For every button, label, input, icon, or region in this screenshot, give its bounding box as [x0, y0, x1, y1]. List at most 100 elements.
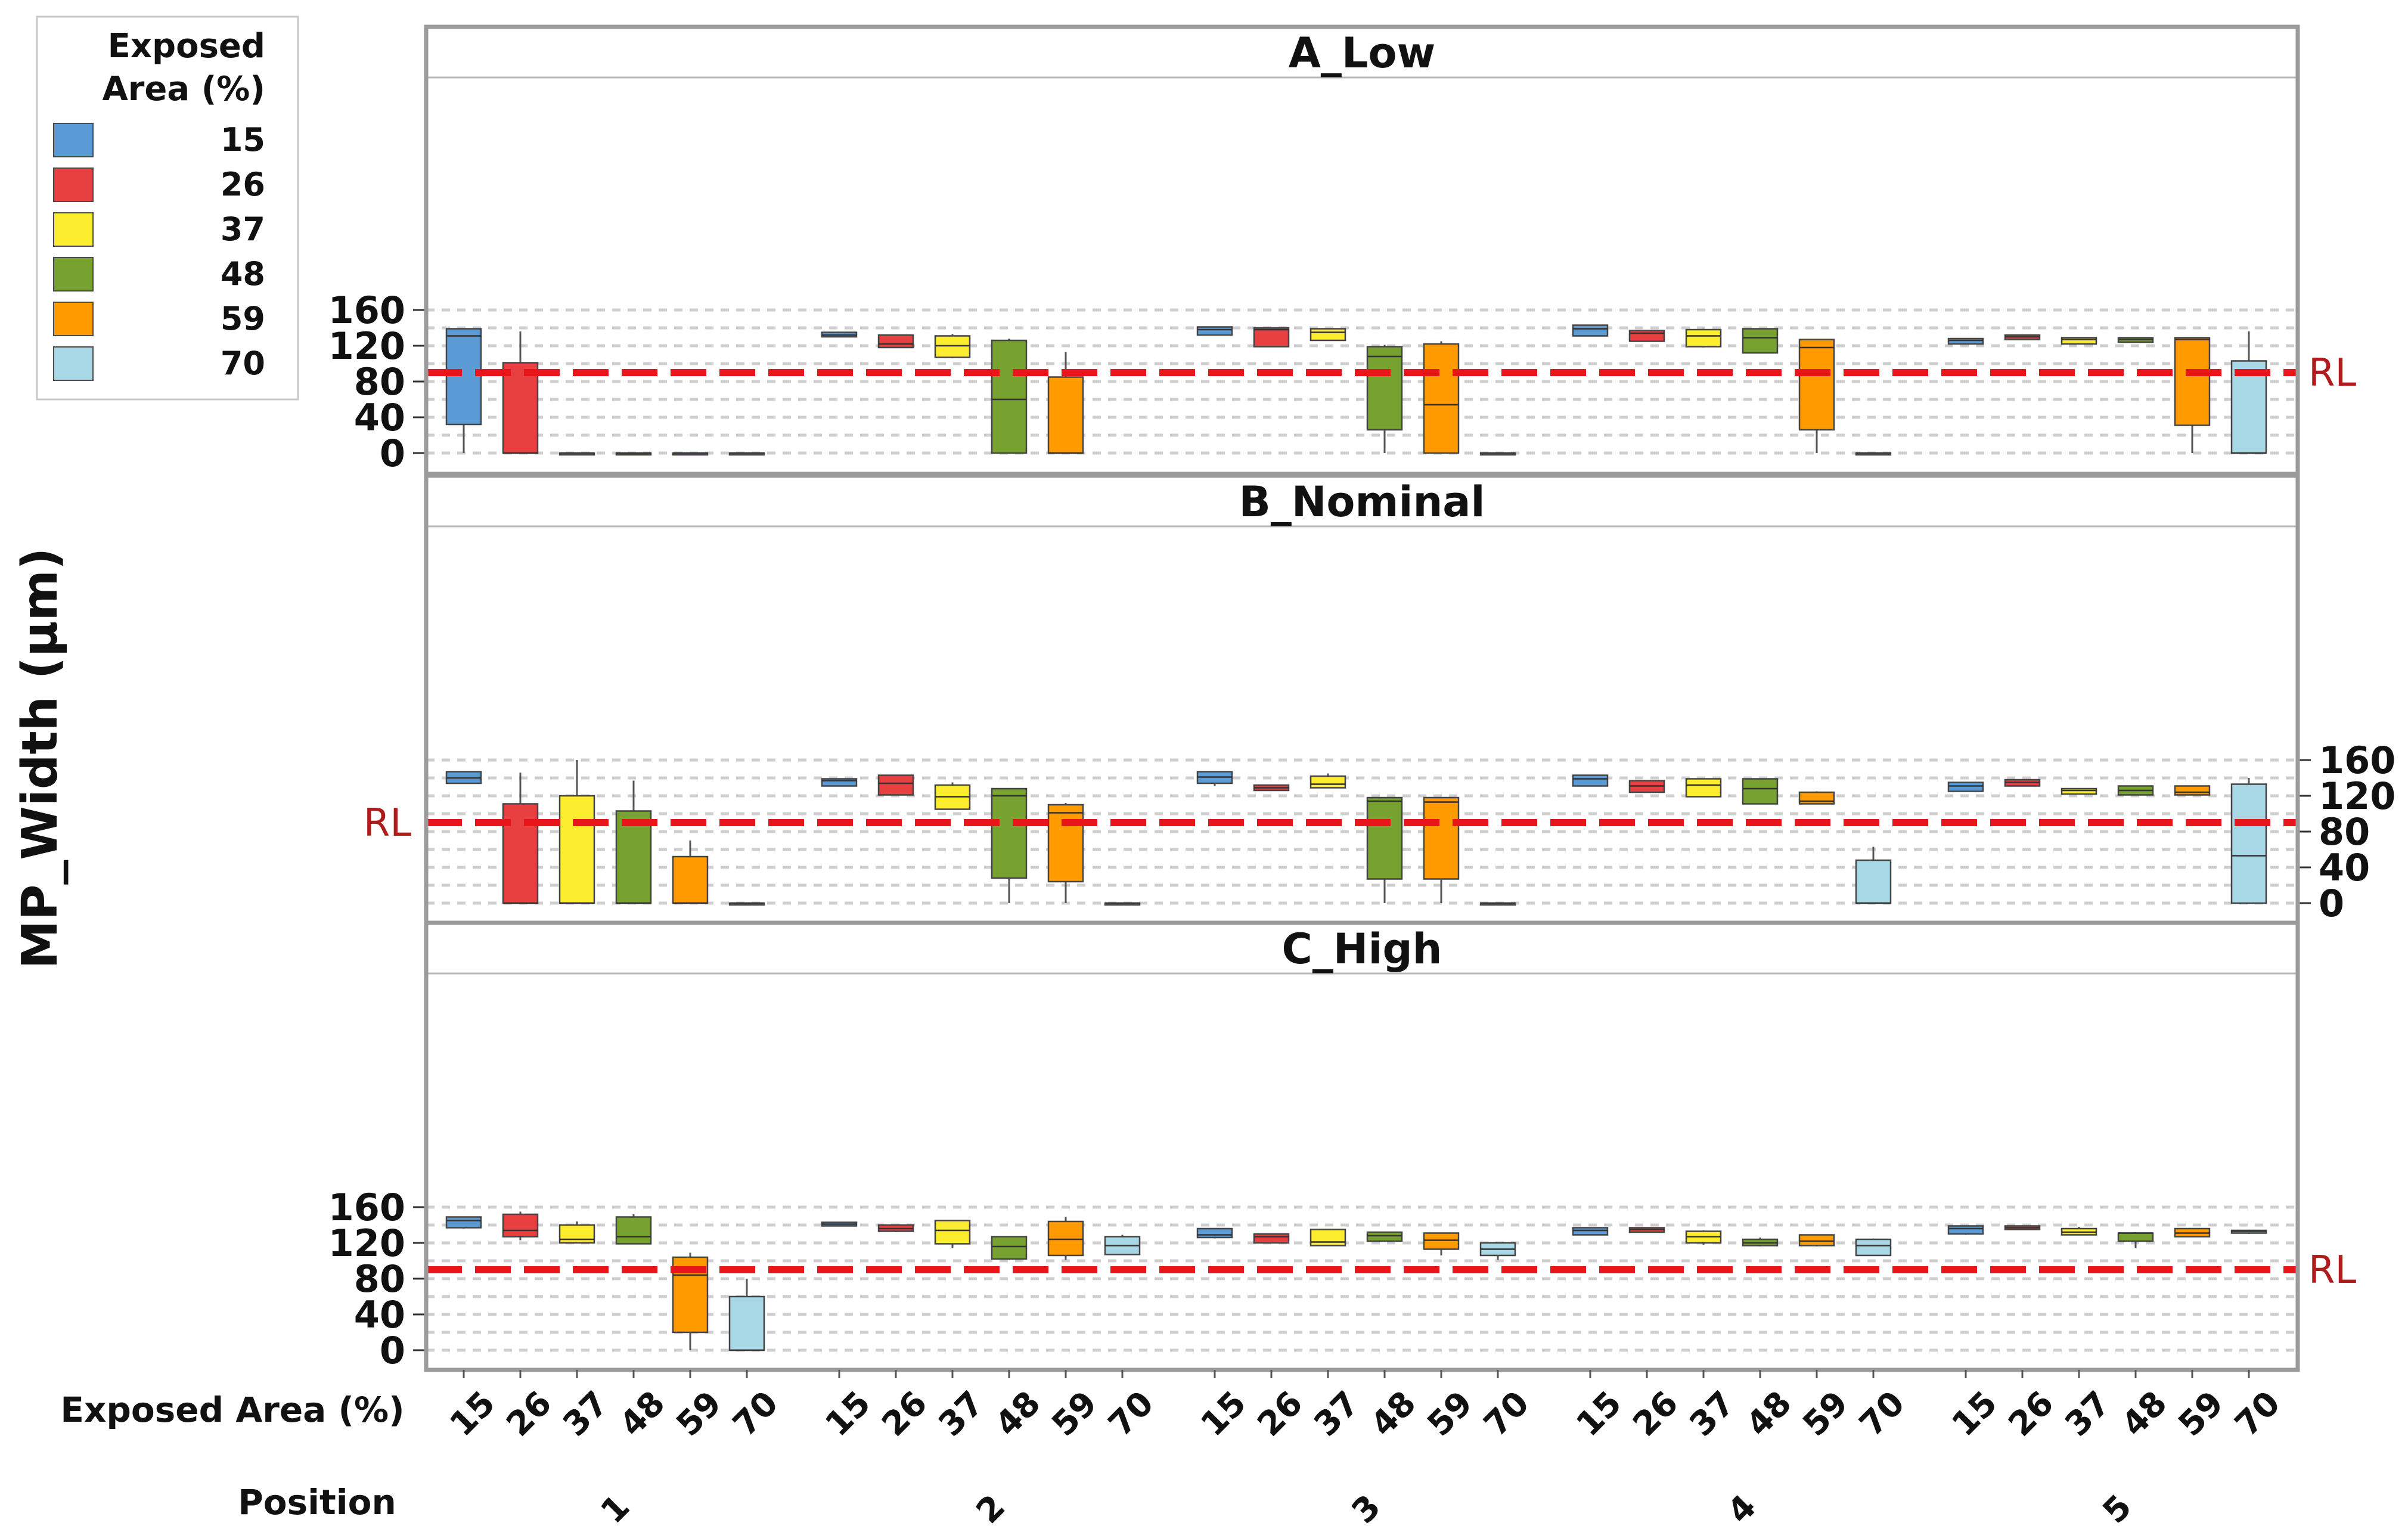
y-tick-label: 80 [354, 1257, 405, 1301]
x-tick-label-26: 26 [874, 1384, 935, 1444]
box-pos3-area48 [1366, 796, 1403, 903]
box-pos3-area37 [1309, 1229, 1346, 1246]
y-tick-label: 80 [354, 360, 405, 404]
x-tick-label-48: 48 [988, 1384, 1048, 1444]
box-pos3-area59 [1423, 796, 1460, 903]
panel-frame [424, 920, 2300, 1372]
box-iqr [502, 1213, 539, 1238]
box-pos5-area26 [2004, 334, 2041, 340]
box-pos3-area37 [1309, 773, 1346, 789]
box-iqr [2230, 783, 2267, 904]
box-iqr [1366, 346, 1403, 431]
box-iqr [445, 328, 482, 426]
y-tick-label: 0 [380, 432, 405, 475]
x-tick-label-70: 70 [1476, 1384, 1537, 1444]
panel-title: C_High [1282, 925, 1442, 973]
box-pos5-area48 [2117, 785, 2154, 796]
box-pos3-area15 [1196, 771, 1233, 786]
x-tick-label-37: 37 [2058, 1384, 2118, 1444]
box-iqr [1798, 1234, 1835, 1246]
box-iqr [672, 855, 709, 904]
box-pos3-area26 [1253, 327, 1290, 348]
box-pos3-area48 [1366, 1231, 1403, 1242]
box-pos5-area37 [2061, 337, 2097, 345]
box-pos2-area70 [1104, 902, 1141, 906]
box-pos2-area37 [934, 334, 971, 358]
box-pos1-area48 [615, 780, 652, 904]
box-iqr [558, 1224, 595, 1244]
box-iqr [1855, 1238, 1892, 1257]
box-pos4-area48 [1742, 778, 1779, 805]
y-tick-label: 80 [2319, 810, 2370, 854]
box-pos3-area15 [1196, 326, 1233, 336]
box-iqr [1742, 328, 1779, 354]
position-label-4: 4 [1720, 1487, 1764, 1531]
legend-swatch-48 [53, 257, 94, 292]
box-pos2-area37 [934, 782, 971, 810]
panels: A_Low04080120160RLB_Nominal04080120160RL… [328, 24, 2395, 1372]
box-pos2-area15 [821, 1221, 858, 1227]
box-iqr [1947, 782, 1984, 792]
x-tick-label-59: 59 [669, 1384, 729, 1444]
x-tick-label-37: 37 [1682, 1384, 1742, 1444]
box-pos5-area26 [2004, 1225, 2041, 1230]
box-iqr [2061, 787, 2097, 795]
y-tick-label: 160 [2319, 739, 2395, 782]
x-tick-label-26: 26 [1625, 1384, 1686, 1444]
legend-swatch-26 [53, 168, 94, 202]
x-tick-label-37: 37 [1307, 1384, 1367, 1444]
x-tick-label-70: 70 [1852, 1384, 1912, 1444]
box-iqr [877, 774, 914, 796]
y-tick-label: 0 [2319, 882, 2344, 925]
box-pos4-area37 [1685, 778, 1722, 798]
box-pos2-area37 [934, 1220, 971, 1248]
box-iqr [502, 803, 539, 904]
y-tick-label: 0 [380, 1329, 405, 1372]
box-iqr [2061, 337, 2097, 345]
box-pos4-area48 [1742, 1238, 1779, 1246]
box-pos1-area15 [445, 771, 482, 784]
box-pos1-area37 [558, 452, 595, 456]
box-iqr [1947, 1225, 1984, 1235]
box-iqr [1309, 1229, 1346, 1246]
box-pos4-area70 [1855, 846, 1892, 904]
legend-swatch-70 [53, 346, 94, 381]
y-tick-label: 160 [328, 289, 405, 332]
x-tick-label-48: 48 [2114, 1384, 2174, 1444]
box-pos2-area70 [1104, 1235, 1141, 1255]
box-pos3-area70 [1479, 902, 1516, 906]
legend-label-59: 59 [221, 300, 265, 337]
box-iqr [934, 1220, 971, 1245]
box-iqr [1366, 796, 1403, 880]
box-iqr [2230, 360, 2267, 454]
box-iqr [1423, 796, 1460, 880]
box-iqr [1742, 778, 1779, 805]
box-iqr [1047, 804, 1084, 883]
box-pos1-area59 [672, 452, 709, 456]
panel-background [426, 476, 2298, 923]
x-tick-label-59: 59 [1795, 1384, 1855, 1444]
box-pos1-area15 [445, 328, 482, 453]
box-pos5-area70 [2230, 1229, 2267, 1234]
legend-label-15: 15 [221, 121, 265, 159]
box-pos2-area26 [877, 1224, 914, 1232]
box-pos4-area37 [1685, 328, 1722, 348]
box-pos4-area26 [1628, 330, 1665, 342]
box-pos1-area37 [558, 1221, 595, 1244]
box-pos2-area59 [1047, 352, 1084, 454]
box-iqr [991, 339, 1028, 454]
box-pos3-area48 [1366, 345, 1403, 453]
box-iqr [1309, 328, 1346, 342]
y-tick-label: 120 [2319, 774, 2395, 818]
box-pos3-area26 [1253, 784, 1290, 792]
x-tick-label-15: 15 [442, 1384, 502, 1444]
box-pos1-area48 [615, 452, 652, 456]
y-tick-label: 40 [2319, 846, 2370, 889]
box-pos5-area59 [2174, 337, 2211, 453]
box-pos5-area37 [2061, 1227, 2097, 1236]
box-pos2-area59 [1047, 803, 1084, 903]
